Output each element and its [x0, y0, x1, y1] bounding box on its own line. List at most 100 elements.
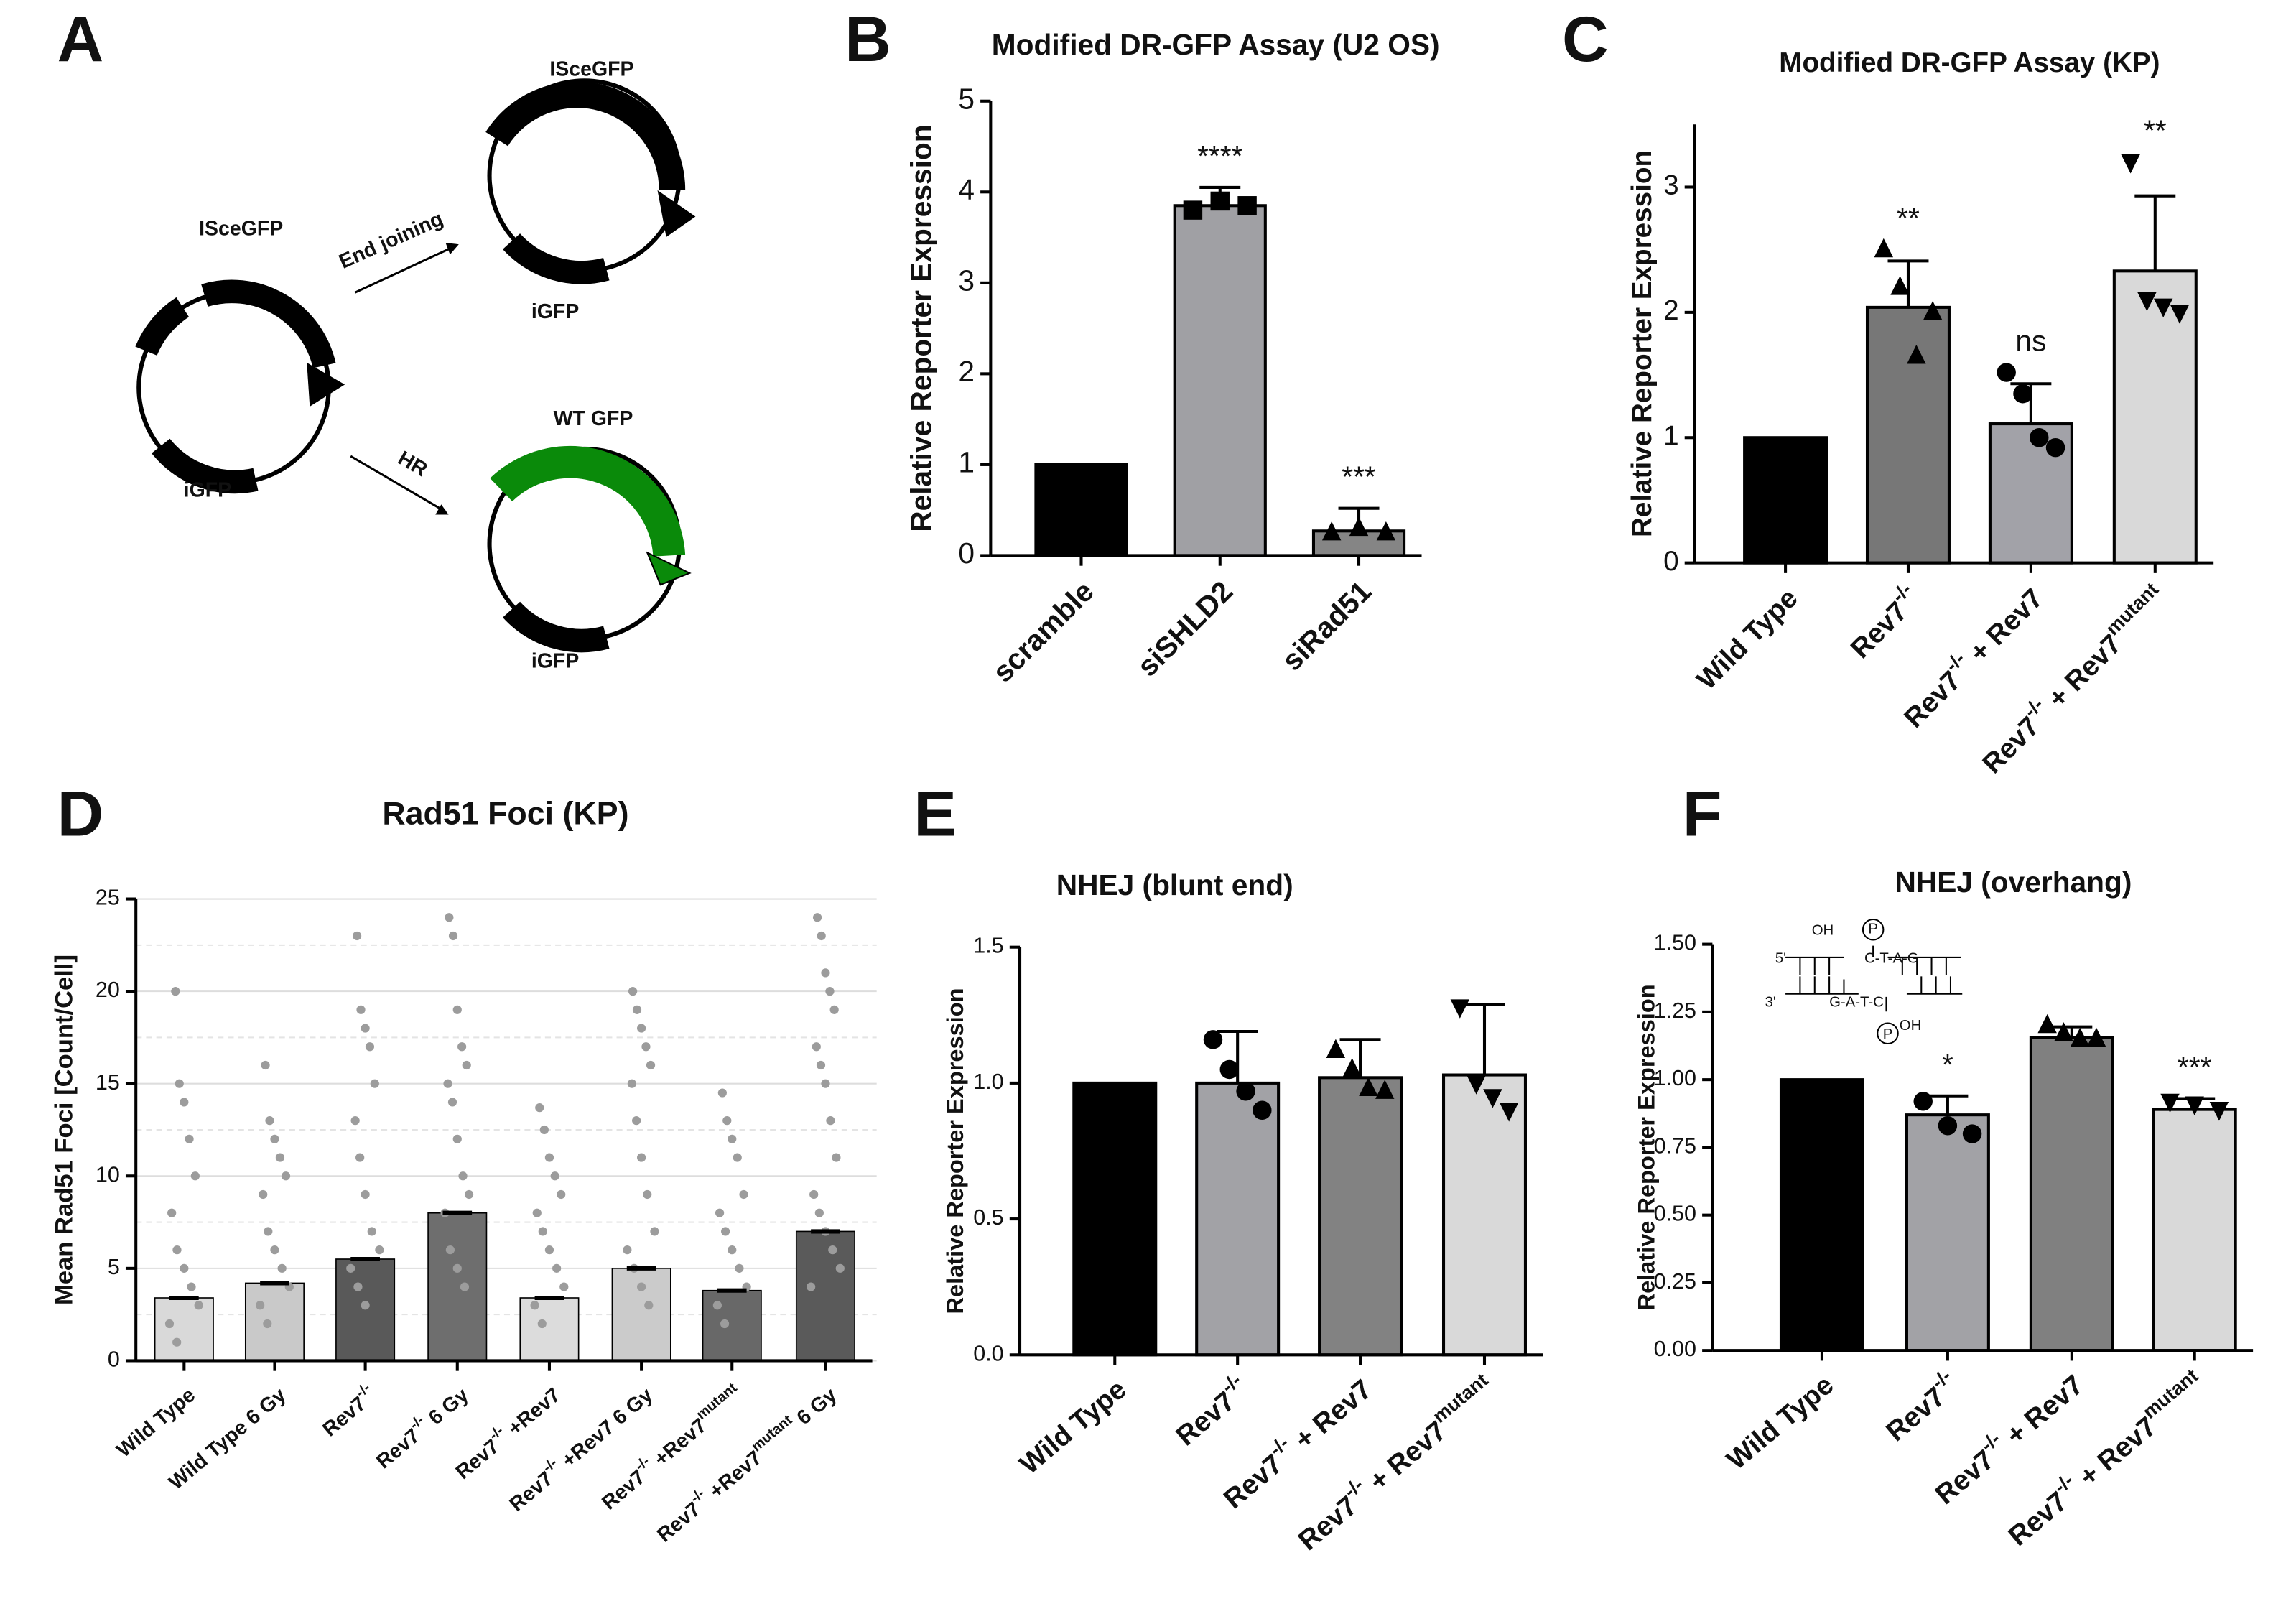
point — [194, 1301, 203, 1310]
point — [2013, 384, 2032, 404]
chart-title: NHEJ (overhang) — [1895, 866, 2132, 899]
bar — [1865, 305, 1951, 565]
point — [812, 913, 822, 922]
x-tick-label: Rev7-/- 6 Gy — [369, 1380, 473, 1473]
superscript: mutant — [1428, 1369, 1492, 1427]
annotation: **** — [1197, 139, 1242, 172]
x-tick-label: siSHLD2 — [1130, 575, 1239, 683]
y-axis-label: Relative Reporter Expression — [1627, 150, 1658, 537]
panel: F NHEJ (overhang) Relative Reporter Expres… — [1633, 777, 2254, 1552]
panel-letter: A — [57, 3, 104, 75]
arrowhead — [435, 504, 449, 515]
point — [1467, 1075, 1486, 1095]
bar — [154, 1297, 214, 1362]
point — [346, 1263, 356, 1273]
panel-a: A ISceGFP iGFP End joining HR ISceGFP iG… — [57, 3, 696, 672]
bar — [611, 1268, 672, 1362]
inset-dna: 5' OH P C-T-A-G 3' G-A-T-C OH P — [1765, 919, 1963, 1044]
point — [350, 1116, 360, 1126]
y-tick-label: 20 — [96, 978, 120, 1002]
dna-strands — [1785, 945, 1963, 1012]
bar — [1905, 1113, 1990, 1352]
y-tick-label: 1.25 — [1654, 998, 1696, 1023]
y-tick-label: 1.0 — [973, 1069, 1003, 1094]
label: P — [1868, 922, 1878, 937]
point — [375, 1245, 384, 1255]
label: 3' — [1765, 994, 1776, 1010]
chart-title: Modified DR-GFP Assay (U2 OS) — [992, 28, 1440, 61]
point — [637, 1024, 646, 1033]
bar — [1743, 436, 1828, 565]
point — [623, 1245, 632, 1255]
point — [715, 1208, 725, 1217]
panel: C Modified DR-GFP Assay (KP) Relative Repo… — [1562, 3, 2214, 780]
panel: E NHEJ (blunt end) Relative Reporter Expre… — [914, 777, 1543, 1556]
point — [550, 1171, 559, 1181]
point — [1321, 521, 1342, 541]
x-tick-label: Wild Type — [112, 1383, 200, 1462]
point — [2160, 1093, 2180, 1113]
point — [1326, 1039, 1346, 1059]
bar — [702, 1289, 762, 1362]
point — [825, 987, 835, 996]
y-tick-label: 2 — [1663, 295, 1678, 326]
label-part: + Rev7 — [2068, 1411, 2162, 1498]
gene-arc — [135, 297, 190, 356]
label-part: scramble — [986, 575, 1100, 689]
x-tick-label: Wild Type — [1014, 1374, 1133, 1480]
label-part: + Rev7 — [1283, 1374, 1377, 1461]
point — [180, 1263, 189, 1273]
point — [1349, 516, 1369, 537]
point — [353, 1282, 363, 1291]
y-axis-label: Mean Rad51 Foci [Count/Cell] — [51, 955, 78, 1305]
bar — [244, 1282, 305, 1362]
label-part: Wild Type — [1691, 583, 1804, 696]
point — [1359, 1077, 1378, 1097]
y-axis-label: Relative Reporter Expression — [905, 124, 938, 532]
y-tick-label: 0.00 — [1654, 1337, 1696, 1361]
y-tick-label: 1 — [1663, 420, 1678, 451]
point — [2071, 1027, 2090, 1047]
chart-title: Modified DR-GFP Assay (KP) — [1779, 47, 2160, 78]
bar — [1173, 204, 1267, 557]
bar — [335, 1258, 396, 1362]
x-tick-label: Wild Type — [1691, 583, 1804, 696]
label-part: Rev7 — [1845, 596, 1914, 665]
label-part: + Rev7 — [1994, 1370, 2089, 1457]
y-tick-label: 0.25 — [1654, 1269, 1696, 1294]
gene-arc — [503, 601, 610, 653]
y-tick-label: 25 — [96, 886, 120, 910]
label-part: + Rev7 — [2037, 628, 2128, 720]
point — [809, 1189, 819, 1200]
label-part: siSHLD2 — [1130, 575, 1239, 683]
point — [256, 1301, 265, 1310]
point — [826, 1116, 835, 1126]
label-part: +Rev7 — [645, 1414, 711, 1474]
point — [712, 1301, 722, 1310]
point — [458, 1171, 468, 1181]
annotation: *** — [1342, 460, 1376, 493]
arrowhead — [657, 190, 696, 237]
point — [821, 968, 830, 978]
gene-arc — [485, 81, 686, 191]
point — [281, 1171, 291, 1181]
label-part: Wild Type — [1014, 1374, 1133, 1480]
point — [1210, 191, 1230, 211]
point — [544, 1245, 554, 1255]
point — [263, 1319, 272, 1329]
bar — [1195, 1081, 1281, 1357]
label: iGFP — [531, 649, 579, 672]
label-part: 6 Gy — [788, 1383, 841, 1433]
label-part: siRad51 — [1275, 575, 1377, 677]
point — [812, 1042, 821, 1052]
point — [830, 1005, 839, 1014]
label: C-T-A-G — [1864, 950, 1919, 966]
y-tick-label: 0 — [108, 1347, 120, 1371]
point — [530, 1301, 539, 1310]
x-tick-label: scramble — [986, 575, 1100, 689]
point — [270, 1245, 279, 1255]
point — [644, 1301, 654, 1310]
point — [270, 1134, 279, 1143]
point — [1237, 196, 1257, 215]
